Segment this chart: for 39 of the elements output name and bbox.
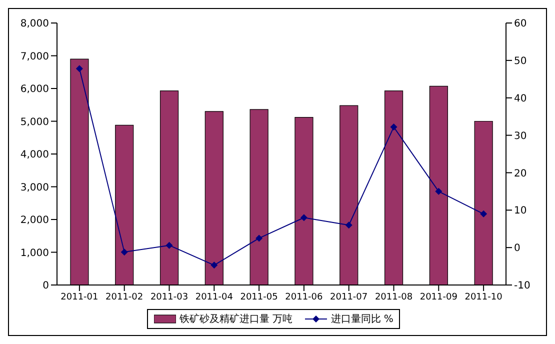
legend-label: 进口量同比 % — [330, 312, 394, 326]
point — [76, 65, 83, 72]
y2-tick-label: 40 — [514, 93, 527, 104]
point — [210, 262, 218, 269]
y2-tick-label: -10 — [514, 280, 530, 292]
x-tick-label: 2011-05 — [240, 292, 278, 302]
point — [480, 210, 488, 218]
y2-tick-label: 50 — [514, 56, 527, 67]
x-tick-label: 2011-10 — [464, 292, 503, 302]
y2-tick-label: 0 — [514, 243, 520, 254]
y2-tick-label: 30 — [514, 130, 527, 142]
y-tick-label: 4,000 — [20, 150, 49, 161]
x-tick-label: 2011-07 — [330, 292, 368, 302]
y-tick-label: 0 — [42, 280, 49, 292]
x-tick-label: 2011-04 — [195, 292, 234, 302]
y2-tick-label: 20 — [514, 168, 527, 180]
point — [256, 234, 263, 242]
y-tick-label: 1,000 — [20, 248, 49, 259]
y-tick-label: 6,000 — [20, 84, 49, 96]
point — [390, 124, 398, 131]
point — [120, 248, 128, 256]
x-tick-label: 2011-03 — [150, 292, 188, 302]
x-tick-label: 2011-08 — [374, 292, 413, 302]
point — [166, 242, 173, 249]
y-tick-label: 7,000 — [20, 51, 49, 62]
y2-tick-label: 10 — [514, 206, 527, 217]
y-tick-label: 5,000 — [20, 116, 49, 128]
x-tick-label: 2011-02 — [106, 292, 144, 302]
x-tick-label: 2011-06 — [285, 292, 324, 302]
point — [300, 214, 308, 222]
point — [345, 222, 352, 229]
y-tick-label: 2,000 — [20, 215, 49, 226]
y-tick-label: 8,000 — [20, 18, 49, 30]
legend-label: 铁矿砂及精矿进口量 万吨 — [178, 312, 293, 326]
point — [435, 188, 442, 195]
x-tick-label: 2011-09 — [420, 292, 458, 302]
y2-tick-label: 60 — [514, 18, 527, 30]
y-tick-label: 3,000 — [20, 182, 49, 194]
x-tick-label: 2011-01 — [60, 292, 98, 302]
